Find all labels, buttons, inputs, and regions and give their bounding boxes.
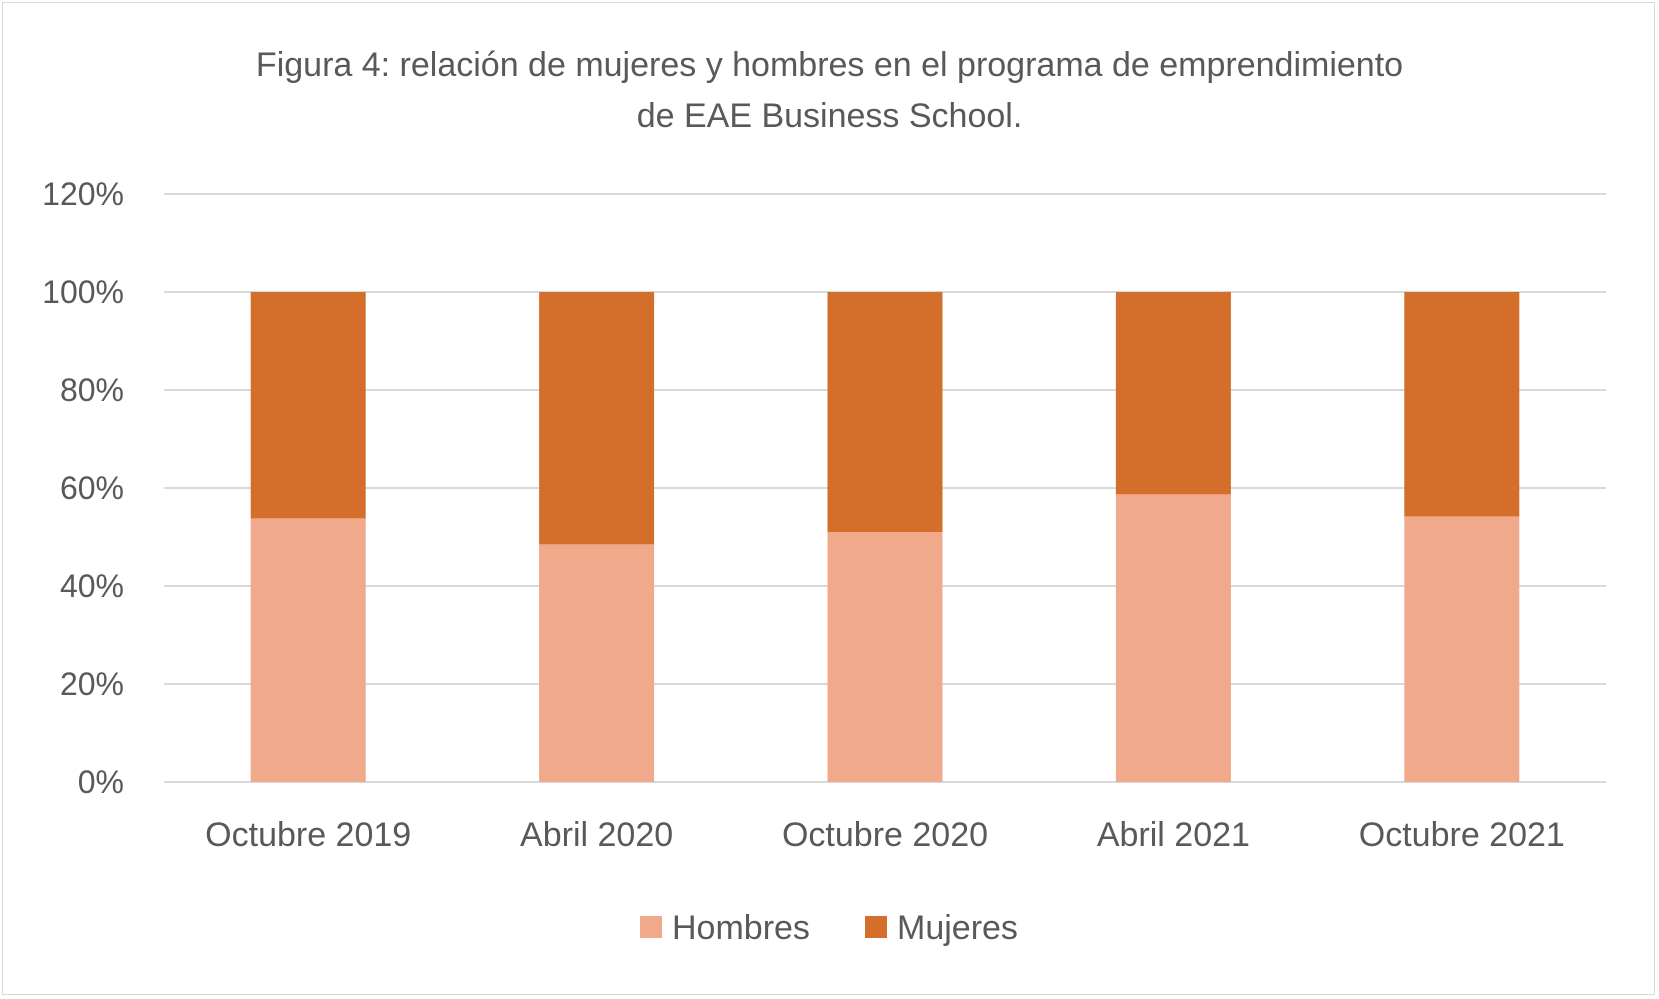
- legend-label-mujeres: Mujeres: [897, 909, 1018, 947]
- bar-mujeres: [250, 292, 366, 519]
- y-tick-label: 100%: [42, 274, 124, 310]
- y-tick-label: 120%: [42, 176, 124, 212]
- legend-swatch-hombres: [640, 916, 662, 938]
- legend-label-hombres: Hombres: [672, 909, 810, 947]
- y-tick-label: 60%: [60, 470, 124, 506]
- chart-title: Figura 4: relación de mujeres y hombres …: [0, 40, 1659, 142]
- bar-hombres: [539, 544, 655, 782]
- y-tick-label: 20%: [60, 666, 124, 702]
- x-tick-label: Octubre 2021: [1359, 816, 1565, 854]
- bar-mujeres: [1115, 292, 1231, 495]
- y-tick-label: 80%: [60, 372, 124, 408]
- x-tick-label: Abril 2020: [520, 816, 673, 854]
- bar-mujeres: [1404, 292, 1520, 517]
- bar-hombres: [250, 518, 366, 782]
- chart-title-line-2: de EAE Business School.: [636, 97, 1023, 135]
- y-tick-label: 40%: [60, 568, 124, 604]
- bar-hombres: [1404, 516, 1520, 782]
- x-tick-label: Octubre 2019: [205, 816, 411, 854]
- chart-title-line-1: Figura 4: relación de mujeres y hombres …: [255, 46, 1404, 84]
- bar-mujeres: [539, 292, 655, 545]
- x-tick-label: Abril 2021: [1097, 816, 1250, 854]
- bar-mujeres: [827, 292, 943, 533]
- x-tick-label: Octubre 2020: [782, 816, 988, 854]
- y-tick-label: 0%: [78, 764, 124, 800]
- legend-swatch-mujeres: [865, 916, 887, 938]
- bar-hombres: [1115, 494, 1231, 782]
- bar-hombres: [827, 532, 943, 782]
